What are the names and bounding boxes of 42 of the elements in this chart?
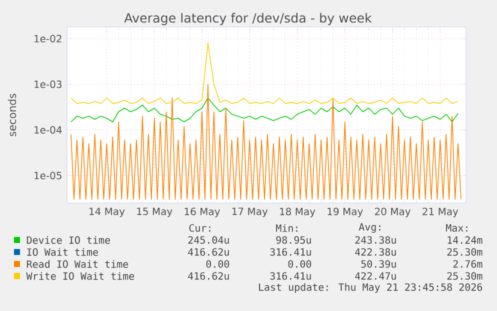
x-tick-label: 17 May [232,208,268,218]
y-tick-label: 1e-05 [34,172,62,180]
line-series [70,84,462,200]
line-series [70,42,458,104]
text: 243.38u [355,236,396,244]
x-tick-label: 20 May [374,208,411,218]
text: 316.41u [270,272,311,280]
text: 50.39u [361,260,396,268]
text: Max: [446,224,468,232]
text: 316.41u [270,248,311,256]
text: Min: [276,224,298,232]
legend-label: Read IO Wait time [26,260,128,268]
x-tick-label: 19 May [328,208,363,218]
x-tick-label: 16 May [184,208,220,218]
text: 98.95u [276,236,311,244]
text: Cur: [189,224,210,232]
y-tick-label: 1e-03 [34,80,62,88]
text: 0.00 [288,260,312,268]
y-axis-title: seconds [8,94,16,136]
text: Last update: Thu May 21 23:45:58 2026 [259,283,482,293]
x-tick-label: 15 May [137,208,172,218]
text: 25.30m [447,248,482,256]
text: 0.00 [206,260,230,268]
text: 422.47u [355,272,396,280]
y-tick-label: 1e-02 [34,34,62,42]
text: 2.76m [453,260,482,268]
text: 25.30m [447,272,482,280]
text: 416.62u [188,248,229,256]
line-series [70,98,458,122]
text: 245.04u [188,236,229,244]
legend-label: Device IO time [26,236,110,244]
text: 416.62u [188,272,229,280]
x-tick-label: 14 May [90,208,125,218]
legend-label: IO Wait time [27,248,98,256]
legend-label: Write IO Wait time [26,272,134,280]
text: 14.24m [448,236,482,244]
text: Avg: [358,223,380,233]
y-tick-label: 1e-04 [34,126,62,134]
x-tick-label: 18 May [280,208,316,218]
x-tick-label: 21 May [422,208,458,218]
chart-title: Average latency for /dev/sda - by week [124,12,372,26]
text: 422.38u [355,248,396,256]
